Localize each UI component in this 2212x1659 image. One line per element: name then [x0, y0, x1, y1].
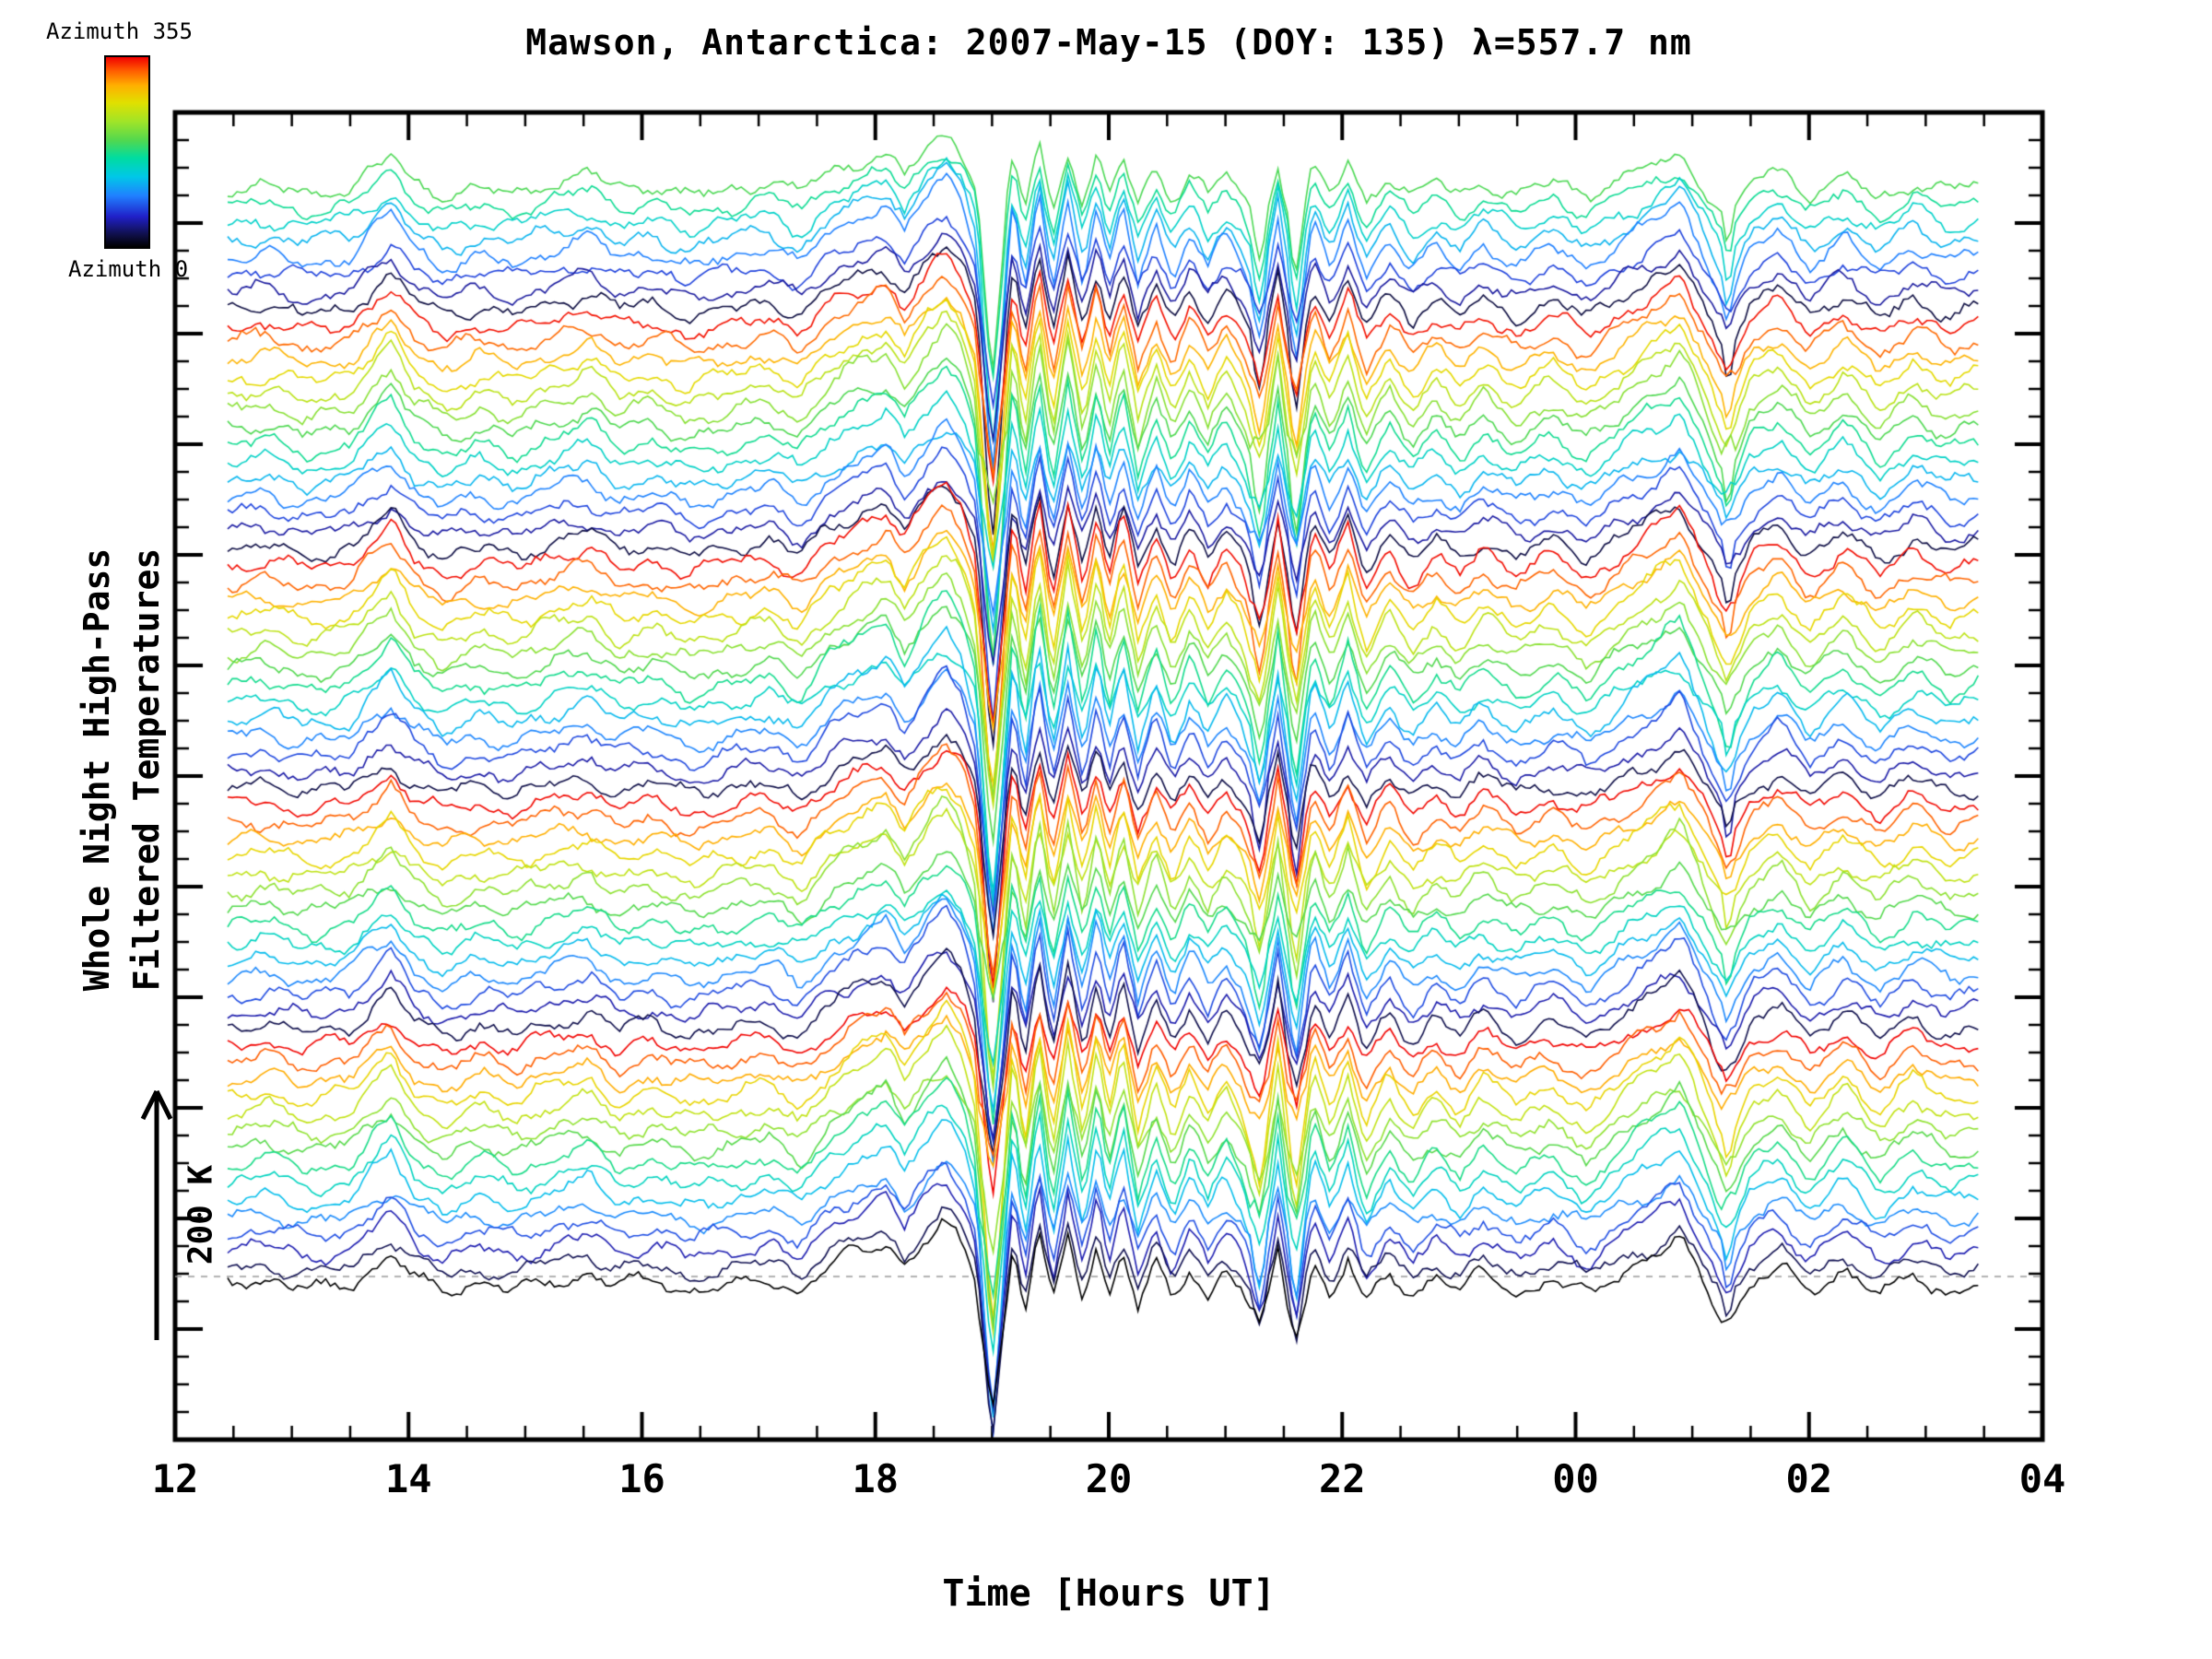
- x-tick-label: 14: [384, 1456, 432, 1501]
- x-tick-label: 22: [1318, 1456, 1366, 1501]
- x-axis-label: Time [Hours UT]: [942, 1572, 1276, 1615]
- chart-title: Mawson, Antarctica: 2007-May-15 (DOY: 13…: [525, 22, 1692, 63]
- scale-arrow-icon: [140, 1089, 173, 1340]
- y-axis-label: Whole Night High-Pass Filtered Temperatu…: [72, 548, 171, 991]
- x-tick-label: 18: [852, 1456, 900, 1501]
- colorbar-top-label: Azimuth 355: [46, 18, 193, 44]
- y-axis-label-line2: Filtered Temperatures: [126, 547, 167, 992]
- scale-bar-label: 200 K: [182, 1164, 220, 1265]
- azimuth-colorbar: [104, 55, 150, 249]
- x-tick-label: 16: [618, 1456, 665, 1501]
- y-axis-label-line1: Whole Night High-Pass: [76, 547, 117, 992]
- x-tick-label: 00: [1552, 1456, 1599, 1501]
- x-tick-label: 12: [151, 1456, 199, 1501]
- x-tick-label: 20: [1085, 1456, 1133, 1501]
- x-tick-label: 02: [1785, 1456, 1833, 1501]
- colorbar-bottom-label: Azimuth 0: [68, 256, 189, 282]
- x-tick-label: 04: [2018, 1456, 2066, 1501]
